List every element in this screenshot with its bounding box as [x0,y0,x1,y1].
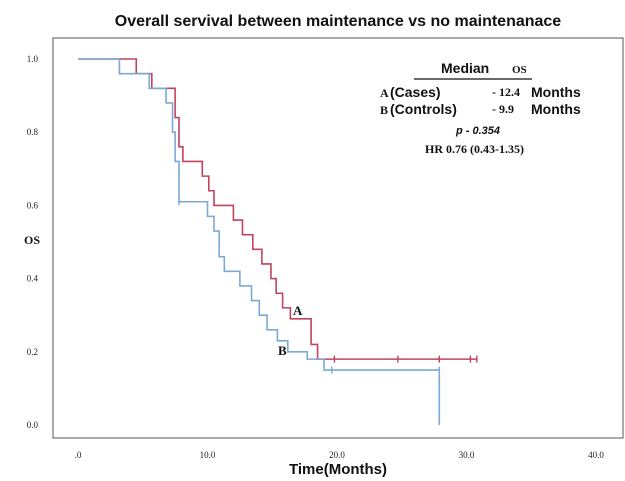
row-b-letter: B [380,103,388,117]
y-axis-label: OS [24,233,40,247]
y-tick-label: 0.8 [27,127,39,137]
row-a-unit: Months [531,84,581,100]
x-tick-label: 20.0 [329,450,345,460]
median-annotation: Median OS A (Cases) - 12.4 Months B (Con… [380,60,581,156]
row-b-value: - 9.9 [492,102,514,116]
x-tick-label: 40.0 [588,450,604,460]
x-tick-label: .0 [75,450,82,460]
survival-curve-a [78,58,477,360]
chart-title: Overall servival between maintenance vs … [115,13,562,30]
y-tick-label: 0.2 [27,347,38,357]
y-tick-label: 0.0 [27,420,39,430]
survival-curves [78,58,478,425]
curve-label-a: A [293,303,303,318]
curve-label-b: B [278,343,287,358]
y-tick-label: 0.6 [27,200,39,210]
x-tick-label: 10.0 [200,450,216,460]
row-a-group: (Cases) [390,84,441,100]
y-axis-ticks: 0.0 0.2 0.4 0.6 0.8 1.0 [27,54,39,430]
median-header: Median [441,60,489,76]
survival-curve-b [78,58,441,425]
row-b-unit: Months [531,101,581,117]
x-axis-label: Time(Months) [289,461,387,478]
hazard-ratio: HR 0.76 (0.43-1.35) [425,142,524,156]
x-tick-label: 30.0 [459,450,475,460]
plot-frame [52,37,624,439]
row-b-group: (Controls) [390,101,457,117]
row-a-value: - 12.4 [492,85,520,99]
row-a-letter: A [380,86,389,100]
y-tick-label: 0.4 [27,274,39,284]
y-tick-label: 1.0 [27,54,39,64]
x-axis-ticks: .0 10.0 20.0 30.0 40.0 [75,450,605,460]
os-header: OS [512,64,527,76]
p-value: p - 0.354 [455,125,500,137]
